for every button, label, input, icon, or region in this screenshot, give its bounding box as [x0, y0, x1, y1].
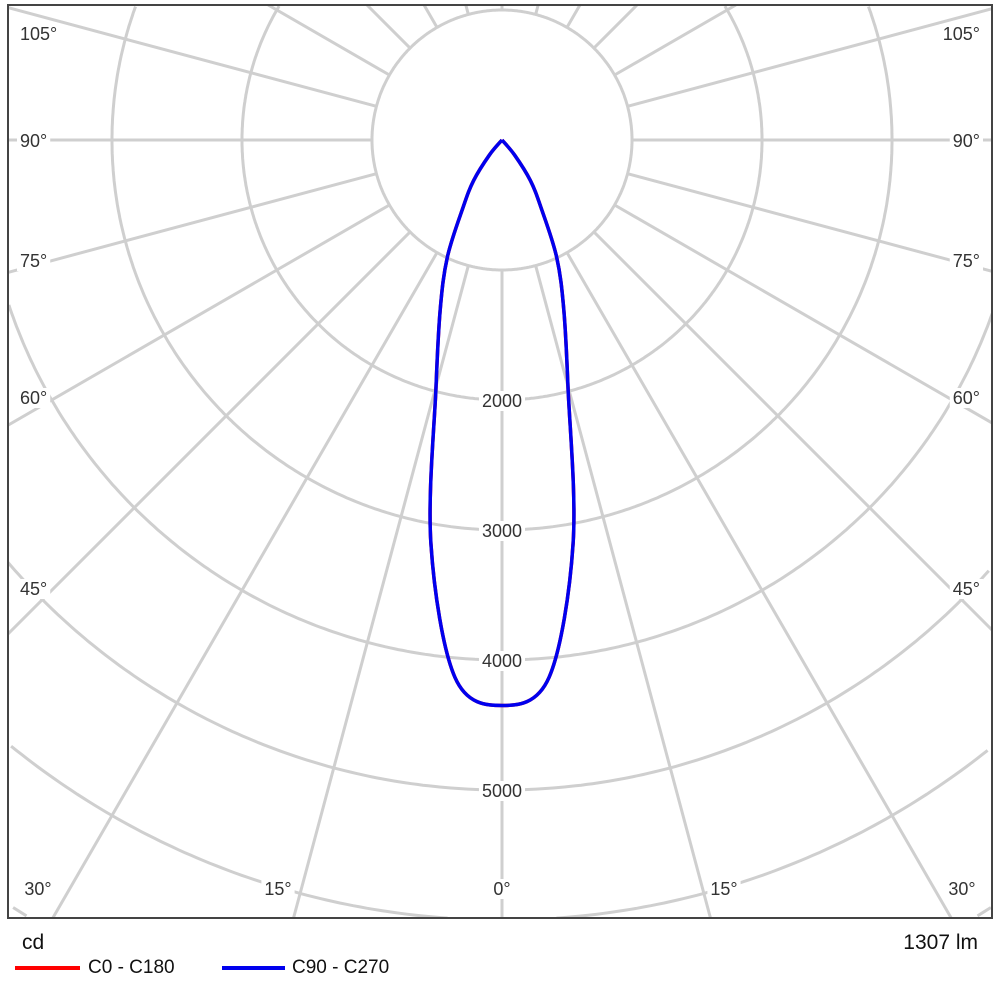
- angle-label: 0°: [493, 879, 510, 899]
- radial-grid-line: [613, 5, 737, 77]
- angle-label-bg: [949, 251, 983, 271]
- radial-grid-line: [592, 5, 639, 50]
- angle-label-bg: [17, 24, 61, 44]
- radial-label-bg: [478, 781, 526, 801]
- angle-label: 15°: [710, 879, 737, 899]
- angle-label-bg: [21, 879, 55, 899]
- radial-label: 3000: [482, 521, 522, 541]
- radial-grid-line: [292, 265, 470, 918]
- radial-grid-line: [592, 230, 992, 632]
- angle-label-bg: [939, 24, 983, 44]
- radial-grid-line: [613, 203, 992, 425]
- legend-label-c90-c270: C90 - C270: [292, 957, 390, 978]
- polar-grid: [8, 5, 992, 918]
- radial-grid-line: [565, 251, 953, 918]
- angle-label: 30°: [948, 879, 975, 899]
- curve-c90-c270: [428, 138, 576, 708]
- angle-label: 45°: [20, 579, 47, 599]
- angle-label: 90°: [953, 131, 980, 151]
- angle-label-bg: [17, 251, 51, 271]
- radial-label: 2000: [482, 391, 522, 411]
- radial-label-bg: [478, 391, 526, 411]
- radial-grid-line: [8, 230, 412, 636]
- angle-label-bg: [17, 388, 51, 408]
- radial-grid-line: [51, 251, 439, 918]
- unit-label: cd: [22, 931, 45, 954]
- ring-grid-line: [240, 5, 764, 402]
- ring-grid-line: [370, 8, 634, 272]
- angle-label: 60°: [953, 388, 980, 408]
- angle-label: 75°: [20, 251, 47, 271]
- angle-label-bg: [261, 879, 295, 899]
- angle-label: 105°: [943, 24, 980, 44]
- radial-grid-line: [8, 6, 377, 108]
- angle-label-bg: [490, 879, 514, 899]
- angle-label: 15°: [264, 879, 291, 899]
- radial-grid-line: [565, 5, 582, 29]
- tick-labels: 105° 105° 90° 90° 75° 75° 60° 60° 45° 45° 30° 15° 0°…: [17, 24, 983, 899]
- angle-label: 75°: [953, 251, 980, 271]
- angle-label: 30°: [24, 879, 51, 899]
- radial-grid-line: [534, 5, 540, 15]
- radial-label-bg: [478, 651, 526, 671]
- angle-label-bg: [17, 131, 51, 151]
- radial-grid-line: [464, 5, 470, 15]
- radial-grid-line: [365, 5, 412, 50]
- angle-label: 45°: [953, 579, 980, 599]
- angle-label-bg: [707, 879, 741, 899]
- radial-grid-line: [267, 5, 391, 77]
- radial-grid-line: [627, 172, 992, 273]
- luminous-flux-label: 1307 lm: [903, 931, 978, 954]
- ring-grid-line: [110, 6, 894, 532]
- angle-label: 90°: [20, 131, 47, 151]
- angle-label-bg: [949, 388, 983, 408]
- radial-label: 4000: [482, 651, 522, 671]
- radial-grid-line: [8, 203, 391, 427]
- angle-label-bg: [949, 579, 983, 599]
- radial-grid-line: [534, 265, 712, 918]
- ring-grid-line: [10, 745, 989, 918]
- radial-label: 5000: [482, 781, 522, 801]
- legend-label-c0-c180: C0 - C180: [88, 957, 175, 978]
- plot-frame: [7, 4, 993, 919]
- ring-grid-line: [12, 906, 992, 918]
- ring-grid-line: [8, 304, 992, 662]
- radial-grid-line: [627, 7, 992, 108]
- ring-grid-line: [8, 561, 990, 792]
- angle-label: 60°: [20, 388, 47, 408]
- angle-label-bg: [949, 131, 983, 151]
- angle-label-bg: [945, 879, 979, 899]
- radial-label-bg: [478, 521, 526, 541]
- radial-grid-line: [8, 172, 377, 274]
- intensity-curves: [428, 138, 576, 708]
- radial-grid-line: [422, 5, 439, 29]
- angle-label: 105°: [20, 24, 57, 44]
- angle-label-bg: [17, 579, 51, 599]
